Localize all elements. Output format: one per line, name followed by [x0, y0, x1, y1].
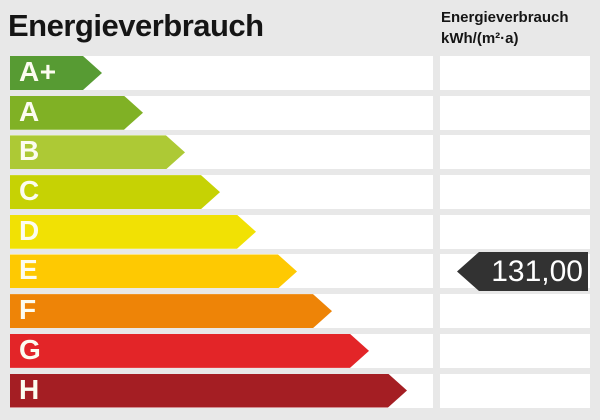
page-title: Energieverbrauch [8, 8, 264, 43]
class-arrow: H [10, 374, 407, 408]
scale-row: C [0, 175, 600, 210]
row-value-cell [440, 294, 590, 329]
row-value-cell [440, 373, 590, 408]
scale-row: G [0, 333, 600, 368]
class-arrow: G [10, 334, 369, 368]
class-arrow: B [10, 135, 185, 169]
row-value-cell [440, 214, 590, 249]
class-arrow: E [10, 254, 297, 288]
value-text: 131,00 [491, 254, 583, 288]
value-column-header: Energieverbrauch kWh/(m²·a) [441, 7, 596, 49]
class-label: A+ [19, 56, 57, 87]
row-value-cell [440, 95, 590, 130]
value-column-header-line1: Energieverbrauch [441, 9, 569, 26]
row-value-cell [440, 135, 590, 170]
row-value-cell [440, 333, 590, 368]
class-label: C [19, 175, 40, 207]
class-label: B [19, 135, 40, 167]
scale-row: D [0, 214, 600, 249]
class-label: G [19, 333, 42, 365]
scale-rows: A+ A B C D [0, 56, 600, 408]
class-arrow: A [10, 96, 143, 130]
row-value-cell [440, 56, 590, 90]
class-label: E [19, 254, 39, 286]
class-label: H [19, 373, 40, 405]
value-column-header-line2: kWh/(m²·a) [441, 30, 519, 47]
class-arrow: F [10, 294, 332, 328]
scale-row: B [0, 135, 600, 170]
class-arrow: D [10, 215, 256, 249]
class-label: F [19, 294, 37, 326]
scale-row: H [0, 373, 600, 408]
value-marker: 131,00 [457, 251, 588, 291]
class-arrow: C [10, 175, 220, 209]
row-value-cell [440, 175, 590, 210]
class-label: A [19, 95, 40, 127]
scale-row: E 131,00 [0, 251, 600, 291]
scale-row: A+ [0, 56, 600, 90]
class-arrow: A+ [10, 56, 102, 90]
scale-row: A [0, 95, 600, 130]
class-label: D [19, 214, 40, 246]
scale-row: F [0, 294, 600, 329]
